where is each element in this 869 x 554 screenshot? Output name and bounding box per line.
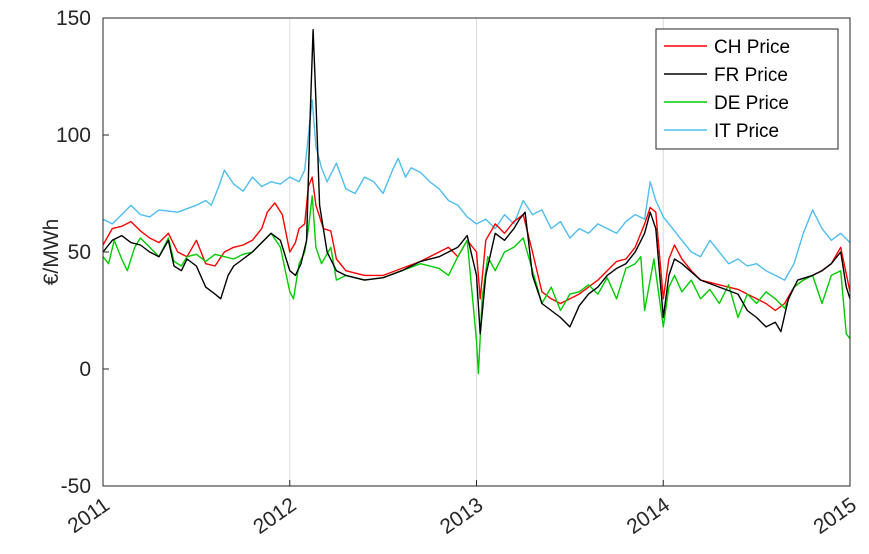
series-line-de-price — [102, 195, 851, 375]
legend-box — [655, 28, 839, 150]
y-tick-label: 100 — [56, 124, 91, 147]
legend-label: IT Price — [714, 121, 779, 142]
x-tick-label: 2013 — [436, 493, 487, 539]
series-line-fr-price — [102, 29, 851, 335]
x-tick-label: 2011 — [64, 493, 114, 538]
y-axis-label: €/MWh — [40, 219, 63, 286]
x-tick-label: 2014 — [623, 493, 675, 539]
y-tick-labels: -50 0 50 100 150 — [56, 7, 91, 498]
legend-label: CH Price — [714, 37, 790, 58]
x-tick-labels: 2011 2012 2013 2014 2015 — [64, 493, 861, 539]
axis-ticks — [102, 17, 851, 487]
y-tick-label: -50 — [61, 475, 91, 498]
legend-label: DE Price — [714, 93, 789, 114]
y-tick-label: 150 — [56, 7, 91, 30]
legend: CH Price FR Price DE Price IT Price — [655, 28, 839, 150]
series-lines — [102, 29, 851, 375]
x-tick-label: 2015 — [809, 493, 860, 539]
series-line-it-price — [102, 99, 851, 281]
legend-label: FR Price — [714, 65, 788, 86]
y-tick-label: 0 — [79, 358, 91, 381]
y-tick-label: 50 — [68, 241, 91, 264]
x-tick-label: 2012 — [249, 493, 300, 539]
